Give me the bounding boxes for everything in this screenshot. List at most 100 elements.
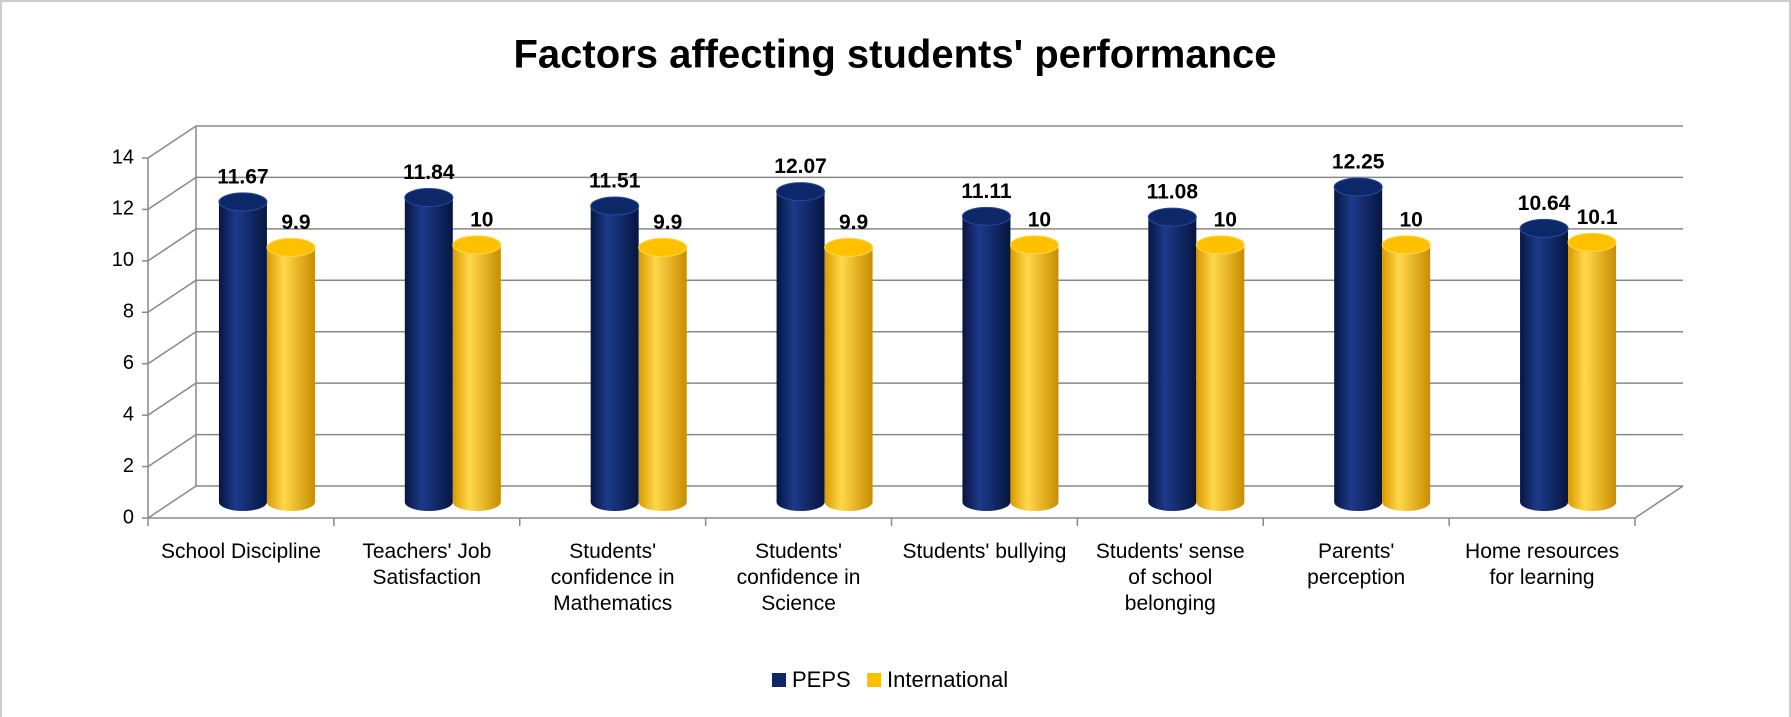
bar-bottom bbox=[404, 493, 453, 511]
legend-swatch bbox=[867, 673, 881, 687]
data-label: 10.1 bbox=[1577, 206, 1618, 229]
bar-top bbox=[1147, 207, 1197, 227]
floor-edge bbox=[1634, 485, 1684, 519]
data-label: 10 bbox=[470, 208, 493, 231]
bar-top bbox=[266, 237, 316, 257]
bar bbox=[961, 206, 1011, 511]
bar bbox=[452, 235, 502, 511]
bar bbox=[266, 237, 316, 511]
grid-line-side bbox=[147, 228, 197, 262]
bar bbox=[218, 192, 268, 511]
bar-bottom bbox=[1520, 493, 1569, 511]
bar-body bbox=[452, 244, 501, 502]
legend-swatch bbox=[772, 673, 786, 687]
bar-bottom bbox=[452, 493, 501, 511]
bar-bottom bbox=[590, 493, 639, 511]
chart-title: Factors affecting students' performance bbox=[513, 33, 1276, 77]
grid-line-side bbox=[147, 331, 197, 365]
bar-top bbox=[776, 182, 826, 202]
bar-bottom bbox=[1568, 493, 1617, 511]
data-label: 11.11 bbox=[961, 180, 1012, 203]
bar-body bbox=[218, 201, 267, 502]
y-tick-label: 2 bbox=[123, 455, 134, 477]
bar-top bbox=[1009, 235, 1059, 255]
x-tick-label: School Discipline bbox=[160, 540, 321, 563]
bar-top bbox=[1195, 235, 1245, 255]
bar bbox=[1519, 218, 1569, 511]
bar bbox=[1147, 207, 1197, 511]
bar-bottom bbox=[1010, 493, 1059, 511]
bar bbox=[590, 196, 640, 511]
bar bbox=[1567, 232, 1617, 511]
bar bbox=[1195, 235, 1245, 511]
bar-top bbox=[218, 192, 268, 212]
bar-body bbox=[962, 216, 1011, 503]
bar-body bbox=[1382, 244, 1431, 502]
data-label: 9.9 bbox=[839, 211, 868, 234]
legend-item: International bbox=[867, 667, 1008, 693]
grid-line-side bbox=[147, 433, 197, 468]
bar-body bbox=[1196, 244, 1245, 502]
bar bbox=[824, 237, 874, 511]
x-tick-label: Home resources for learning bbox=[1465, 540, 1620, 589]
bar-body bbox=[824, 247, 873, 502]
bar-bottom bbox=[962, 493, 1011, 511]
bar bbox=[1381, 235, 1431, 511]
bar-bottom bbox=[1148, 493, 1197, 511]
data-label: 10 bbox=[1214, 208, 1237, 231]
bar-top bbox=[1381, 235, 1431, 255]
legend-item: PEPS bbox=[772, 667, 851, 693]
grid-line-side bbox=[147, 382, 197, 416]
bar-body bbox=[1334, 187, 1383, 502]
x-tick-label: Students' confidence in Science bbox=[736, 540, 861, 615]
x-tick-label: Students' confidence in Mathematics bbox=[550, 540, 675, 615]
grid-line-side bbox=[147, 485, 197, 519]
bar-body bbox=[776, 191, 825, 502]
y-tick-label: 8 bbox=[123, 301, 134, 323]
bar-bottom bbox=[638, 493, 687, 511]
bar-bottom bbox=[218, 493, 267, 511]
y-tick-label: 14 bbox=[112, 146, 134, 168]
grid-line-side bbox=[147, 279, 197, 313]
x-tick-label: Students' bullying bbox=[902, 540, 1067, 563]
grid-line-side bbox=[147, 125, 197, 159]
data-label: 10 bbox=[1028, 208, 1051, 231]
legend-label: PEPS bbox=[792, 667, 851, 692]
y-tick-label: 0 bbox=[123, 506, 134, 528]
bar-body bbox=[1010, 244, 1059, 502]
bar-top bbox=[1519, 218, 1569, 238]
data-label: 11.84 bbox=[403, 161, 455, 184]
bar bbox=[404, 188, 454, 511]
data-label: 9.9 bbox=[653, 211, 682, 234]
data-label: 11.51 bbox=[589, 170, 641, 193]
bar-bottom bbox=[1382, 493, 1431, 511]
data-label: 10.64 bbox=[1518, 192, 1571, 215]
bar-top bbox=[1567, 232, 1617, 252]
bar-top bbox=[638, 237, 688, 257]
bar bbox=[1009, 235, 1059, 511]
bar-body bbox=[1520, 228, 1569, 502]
bar-top bbox=[404, 188, 454, 208]
data-label: 9.9 bbox=[281, 211, 310, 234]
data-label: 11.67 bbox=[217, 165, 268, 188]
data-label: 12.25 bbox=[1332, 151, 1385, 174]
bar-bottom bbox=[824, 493, 873, 511]
bar-body bbox=[266, 247, 315, 502]
data-label: 10 bbox=[1400, 208, 1423, 231]
legend-label: International bbox=[887, 667, 1009, 692]
bar bbox=[638, 237, 688, 511]
bar-top bbox=[590, 196, 640, 216]
y-tick-label: 10 bbox=[112, 249, 134, 271]
bar-bottom bbox=[1196, 493, 1245, 511]
bar-bottom bbox=[776, 493, 825, 511]
bar bbox=[1333, 177, 1383, 511]
grid-line-side bbox=[147, 176, 197, 211]
bar-top bbox=[824, 237, 874, 257]
bar-body bbox=[590, 206, 639, 502]
x-tick-label: Teachers' Job Satisfaction bbox=[362, 540, 492, 589]
x-tick-label: Students' sense of school belonging bbox=[1095, 540, 1245, 615]
x-tick-label: Parents' perception bbox=[1307, 540, 1406, 589]
bar-top bbox=[452, 235, 502, 255]
